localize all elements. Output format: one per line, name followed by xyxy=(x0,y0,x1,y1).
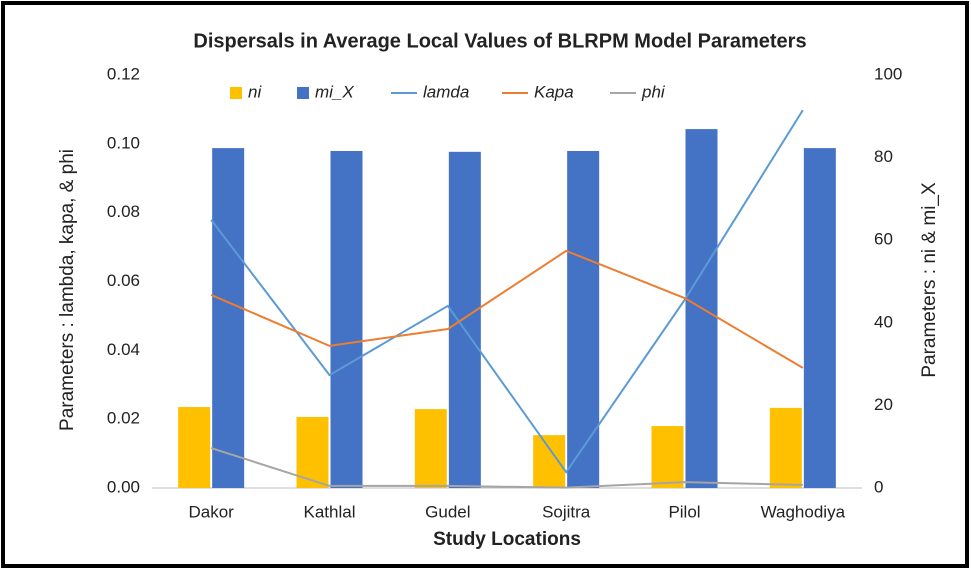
line xyxy=(210,249,804,369)
y-tick-label: 0.12 xyxy=(107,64,140,83)
x-tick-label: Gudel xyxy=(425,502,470,521)
y2-tick-label: 40 xyxy=(874,312,893,331)
y-tick-label: 0.06 xyxy=(107,271,140,290)
y2-tick-label: 20 xyxy=(874,395,893,414)
y2-tick-label: 100 xyxy=(874,64,902,83)
y2-axis-title: Parameters : ni & mi_X xyxy=(919,182,940,378)
y-tick-label: 0.00 xyxy=(107,477,140,496)
legend-swatch xyxy=(230,87,242,99)
legend-swatch xyxy=(297,87,309,99)
legend-label: lamda xyxy=(423,82,469,101)
bar xyxy=(567,150,600,488)
bar xyxy=(651,426,684,488)
y-tick-label: 0.04 xyxy=(107,340,140,359)
bar xyxy=(769,407,802,488)
y-axis-title: Parameters : lambda, kapa, & phi xyxy=(57,149,78,431)
x-tick-label: Waghodiya xyxy=(761,502,846,521)
line xyxy=(210,109,804,474)
bar xyxy=(448,151,481,488)
bar xyxy=(330,150,363,488)
bar xyxy=(533,435,566,488)
line xyxy=(210,447,803,489)
y-tick-label: 0.10 xyxy=(107,133,140,152)
x-tick-label: Kathlal xyxy=(304,502,356,521)
x-tick-label: Dakor xyxy=(188,502,234,521)
y-tick-label: 0.02 xyxy=(107,409,140,428)
chart-title: Dispersals in Average Local Values of BL… xyxy=(193,30,806,52)
bar xyxy=(178,407,211,488)
x-axis-title: Study Locations xyxy=(433,529,581,550)
legend-label: mi_X xyxy=(315,82,354,101)
y-tick-label: 0.08 xyxy=(107,202,140,221)
bar xyxy=(212,148,245,488)
legend-label: Kapa xyxy=(534,82,574,101)
y2-tick-label: 0 xyxy=(874,477,883,496)
legend-label: ni xyxy=(248,82,262,101)
legend-label: phi xyxy=(641,82,666,101)
y2-tick-label: 60 xyxy=(874,230,893,249)
y2-tick-label: 80 xyxy=(874,147,893,166)
bar xyxy=(803,148,836,488)
bar xyxy=(414,409,447,488)
x-tick-label: Pilol xyxy=(668,502,700,521)
x-tick-label: Sojitra xyxy=(542,502,591,521)
